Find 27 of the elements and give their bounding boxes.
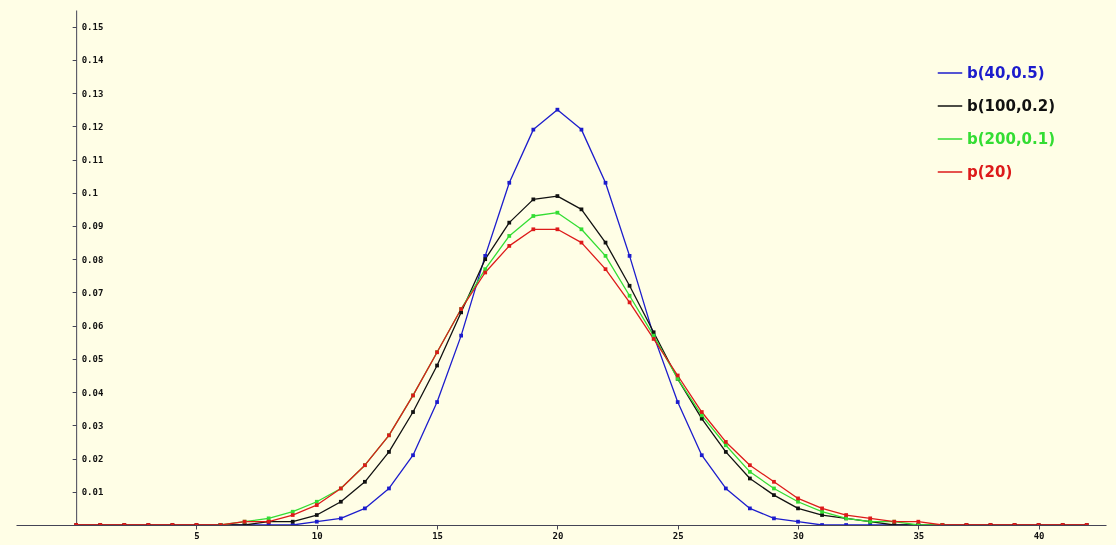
legend-label: b(200,0.1)	[967, 130, 1056, 148]
x-tick-label: 35	[913, 530, 925, 541]
y-tick-label: 0.13	[81, 88, 104, 99]
y-tick-label: 0.04	[81, 387, 104, 398]
x-tick-label: 10	[311, 530, 323, 541]
x-tick-label: 5	[194, 530, 200, 541]
y-tick-label: 0.12	[81, 121, 104, 132]
y-tick-label: 0.15	[81, 22, 104, 33]
legend-label: b(100,0.2)	[967, 97, 1056, 115]
legend-label: b(40,0.5)	[967, 64, 1045, 82]
x-tick-label: 20	[552, 530, 564, 541]
y-tick-label: 0.14	[81, 55, 104, 66]
y-tick-label: 0.08	[81, 254, 104, 265]
y-tick-label: 0.09	[81, 221, 104, 232]
x-tick-label: 15	[432, 530, 443, 541]
x-tick-label: 40	[1033, 530, 1045, 541]
y-tick-label: 0.01	[81, 487, 104, 498]
y-tick-label: 0.11	[81, 155, 104, 166]
y-tick-label: 0.02	[81, 454, 104, 465]
y-tick-label: 0.1	[81, 188, 98, 199]
y-tick-label: 0.05	[81, 354, 104, 365]
y-tick-label: 0.03	[81, 420, 104, 431]
x-tick-label: 25	[672, 530, 684, 541]
y-tick-label: 0.06	[81, 321, 104, 332]
legend-label: p(20)	[967, 163, 1013, 181]
x-tick-label: 30	[793, 530, 804, 541]
y-tick-label: 0.07	[81, 287, 104, 298]
